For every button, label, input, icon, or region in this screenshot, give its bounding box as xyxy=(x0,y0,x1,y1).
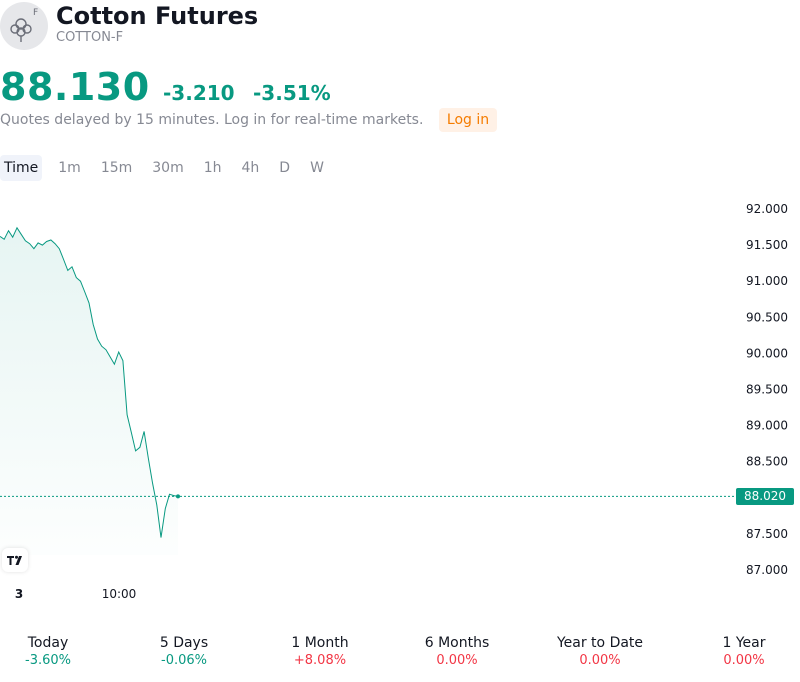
x-axis-tick-label: 3 xyxy=(15,587,23,601)
performance-label: 1 Month xyxy=(291,635,349,651)
y-axis-tick-label: 90.000 xyxy=(746,346,788,360)
performance-value: 0.00% xyxy=(436,653,478,668)
interval-tab-w[interactable]: W xyxy=(310,160,324,176)
y-axis-tick-label: 89.500 xyxy=(746,383,788,397)
last-price: 88.130 xyxy=(0,65,150,109)
interval-tab-1m[interactable]: 1m xyxy=(58,160,81,176)
interval-tab-30m[interactable]: 30m xyxy=(152,160,184,176)
interval-tab-d[interactable]: D xyxy=(279,160,291,176)
performance-today[interactable]: Today -3.60% xyxy=(0,634,108,670)
y-axis-tick-label: 87.500 xyxy=(746,527,788,541)
y-axis-tick-label: 92.000 xyxy=(746,202,788,216)
y-axis-tick-label: 91.500 xyxy=(746,238,788,252)
interval-tab-1h[interactable]: 1h xyxy=(203,160,222,176)
delayed-quote-notice: Quotes delayed by 15 minutes. Log in for… xyxy=(0,112,424,128)
performance-label: 5 Days xyxy=(159,635,209,651)
performance-value: +8.08% xyxy=(293,653,347,668)
performance-label: Today xyxy=(27,635,69,651)
performance-5-days[interactable]: 5 Days -0.06% xyxy=(124,634,244,670)
performance-1-year[interactable]: 1 Year 0.00% xyxy=(684,634,800,670)
performance-6-months[interactable]: 6 Months 0.00% xyxy=(397,634,517,670)
interval-tab-4h[interactable]: 4h xyxy=(241,160,260,176)
performance-value: -3.60% xyxy=(25,653,71,668)
performance-value: -0.06% xyxy=(161,653,207,668)
y-axis-tick-label: 90.500 xyxy=(746,310,788,324)
page-title: Cotton Futures xyxy=(56,2,259,30)
performance-year-to-date[interactable]: Year to Date 0.00% xyxy=(540,634,660,670)
current-price-tag: 88.020 xyxy=(736,488,794,505)
cotton-icon xyxy=(10,18,32,42)
price-change: -3.210 xyxy=(163,81,235,105)
price-line xyxy=(0,226,179,538)
interval-tab-15m[interactable]: 15m xyxy=(100,160,133,176)
performance-value: 0.00% xyxy=(579,653,621,668)
tradingview-logo[interactable] xyxy=(2,548,28,572)
performance-label: 1 Year xyxy=(722,635,766,651)
interval-tab-time[interactable]: Time xyxy=(0,155,43,181)
ticker-symbol: COTTON-F xyxy=(56,30,124,45)
y-axis-tick-label: 89.000 xyxy=(746,419,788,433)
tv-icon xyxy=(7,555,22,565)
x-axis-tick-label: 10:00 xyxy=(102,587,137,601)
performance-value: 0.00% xyxy=(723,653,765,668)
y-axis-tick-label: 88.500 xyxy=(746,455,788,469)
logo-letter: F xyxy=(33,8,39,18)
performance-label: Year to Date xyxy=(556,635,644,651)
price-change-percent: -3.51% xyxy=(253,81,331,105)
interval-tabs: Time 1m 15m 30m 1h 4h D W xyxy=(0,155,324,181)
price-area-fill xyxy=(0,227,178,556)
performance-1-month[interactable]: 1 Month +8.08% xyxy=(260,634,380,670)
price-chart[interactable]: 92.000 91.500 91.000 90.500 90.000 89.500 89.0… xyxy=(0,195,800,615)
performance-label: 6 Months xyxy=(424,635,490,651)
y-axis-tick-label: 87.000 xyxy=(746,563,788,577)
y-axis-tick-label: 91.000 xyxy=(746,274,788,288)
login-button[interactable]: Log in xyxy=(439,108,497,132)
last-price-dot xyxy=(176,494,180,499)
symbol-logo: F xyxy=(0,2,48,50)
